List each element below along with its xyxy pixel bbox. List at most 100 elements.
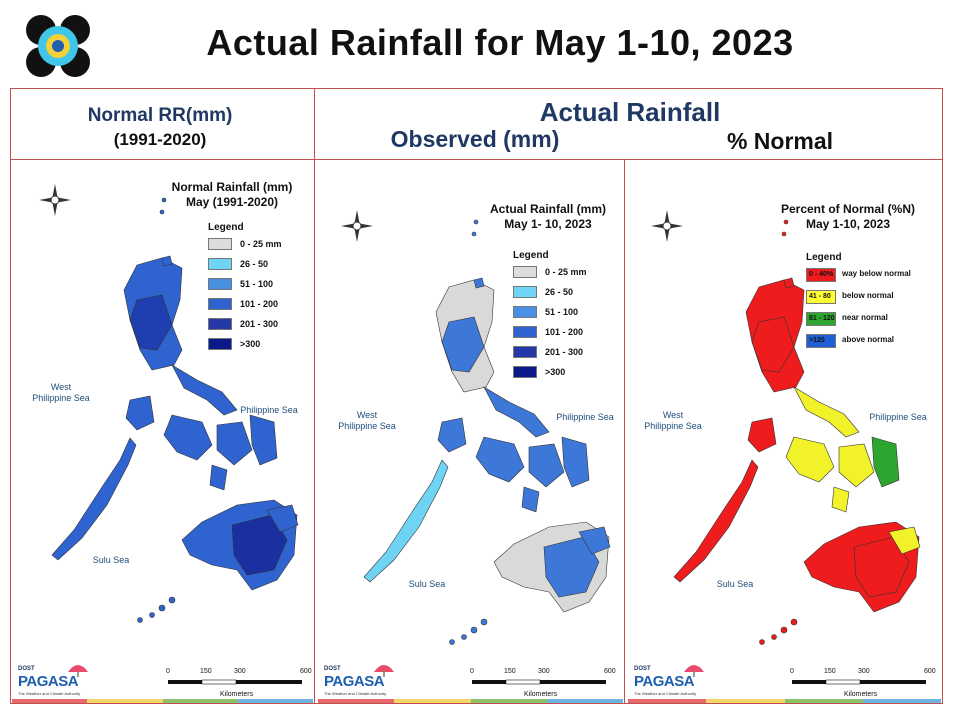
agency-logo <box>24 14 92 78</box>
legend-label: >300 <box>240 339 261 349</box>
pagasa-logo: DOST PAGASA The Weather and Climate Author… <box>632 660 712 700</box>
scale-unit-label: Kilometers <box>220 691 254 698</box>
sea-label-east: Philippine Sea <box>869 412 927 422</box>
legend-label: 101 - 200 <box>240 299 279 309</box>
footer-color-strip <box>546 699 623 703</box>
footer-color-strip <box>470 699 547 703</box>
footer-color-strip <box>318 699 395 703</box>
logo-sub: DOST <box>324 666 341 672</box>
scale-unit-label: Kilometers <box>844 691 878 698</box>
map-panel: Percent of Normal (%N) May 1-10, 2023 Lege… <box>628 160 941 703</box>
logo-sub: DOST <box>18 666 35 672</box>
legend-swatch <box>513 366 537 378</box>
legend-title: Legend <box>208 222 244 233</box>
sea-label-west-line2: Philippine Sea <box>644 421 702 431</box>
logo-tagline: The Weather and Climate Authority <box>18 691 81 696</box>
sea-label-sulu: Sulu Sea <box>716 579 754 589</box>
map-panel: Actual Rainfall (mm) May 1- 10, 2023 Legen… <box>318 160 623 703</box>
sea-label-west-line2: Philippine Sea <box>338 421 396 431</box>
legend-swatch <box>513 346 537 358</box>
legend-label: below normal <box>842 291 894 300</box>
legend-swatch <box>208 238 232 250</box>
legend-label: 26 - 50 <box>545 287 574 297</box>
logo-wordmark: PAGASA <box>634 673 695 690</box>
scale-tick-label: 600 <box>604 668 616 675</box>
legend-swatch: 41 - 80 <box>806 290 836 304</box>
sea-label-west: West Philippine Sea <box>638 410 708 432</box>
legend-label: 0 - 25 mm <box>545 267 587 277</box>
legend-label: 201 - 300 <box>545 347 584 357</box>
panel-frame-percent <box>624 159 943 704</box>
legend-swatch <box>208 298 232 310</box>
sea-label-west-line1: West <box>50 382 72 392</box>
scale-tick-label: 0 <box>790 668 794 675</box>
north-arrow-icon <box>39 184 71 216</box>
normal-rr-label: Normal RR(mm) <box>87 105 233 126</box>
legend-swatch: 0 - 40% <box>806 268 836 282</box>
legend-title: Legend <box>513 250 549 261</box>
scale-tick-label: 0 <box>470 668 474 675</box>
umbrella-icon <box>684 665 704 677</box>
legend-label: way below normal <box>842 269 911 278</box>
sea-label-east: Philippine Sea <box>240 405 298 415</box>
sea-label-west-line1: West <box>662 410 684 420</box>
scale-tick-label: 0 <box>166 668 170 675</box>
legend-range: 0 - 40% <box>809 271 834 278</box>
scale-bar <box>472 679 606 685</box>
sea-label-sulu: Sulu Sea <box>408 579 446 589</box>
normal-period-label: (1991-2020) <box>113 130 207 149</box>
scale-unit-label: Kilometers <box>524 691 558 698</box>
footer-color-strip <box>784 699 863 703</box>
footer-color-strip <box>394 699 471 703</box>
sea-label-east: Philippine Sea <box>556 412 614 422</box>
map-subtitle: May 1- 10, 2023 <box>504 217 592 231</box>
map-title: Normal Rainfall (mm) <box>171 180 293 194</box>
legend-label: 101 - 200 <box>545 327 584 337</box>
sea-label-west: West Philippine Sea <box>332 410 402 432</box>
observed-label: Observed (mm) <box>390 126 560 152</box>
legend-label: >300 <box>545 367 566 377</box>
philippines-map <box>363 219 611 645</box>
footer-color-strip <box>862 699 941 703</box>
pagasa-logo: DOST PAGASA The Weather and Climate Author… <box>16 660 96 700</box>
logo-wordmark: PAGASA <box>18 673 79 690</box>
legend-swatch <box>513 286 537 298</box>
footer-color-strip <box>237 699 313 703</box>
scale-tick-label: 300 <box>538 668 550 675</box>
umbrella-icon <box>68 665 88 677</box>
scale-tick-label: 600 <box>300 668 312 675</box>
logo-tagline: The Weather and Climate Authority <box>324 691 387 696</box>
legend-swatch <box>513 326 537 338</box>
sea-label-west: West Philippine Sea <box>26 382 96 404</box>
map-title: Actual Rainfall (mm) <box>489 202 606 216</box>
legend-label: near normal <box>842 313 888 322</box>
legend-swatch <box>513 266 537 278</box>
scale-bar <box>792 679 926 685</box>
scale-tick-label: 300 <box>858 668 870 675</box>
legend-label: above normal <box>842 335 895 344</box>
north-arrow-icon <box>341 210 373 242</box>
map-subtitle: May 1-10, 2023 <box>805 217 891 231</box>
sea-label-west-line2: Philippine Sea <box>32 393 90 403</box>
philippines-map <box>51 197 299 623</box>
logo-tagline: The Weather and Climate Authority <box>634 691 697 696</box>
umbrella-icon <box>374 665 394 677</box>
actual-rainfall-label: Actual Rainfall <box>539 97 721 127</box>
north-arrow-icon <box>651 210 683 242</box>
footer-color-strip <box>706 699 785 703</box>
legend-label: 51 - 100 <box>240 279 274 289</box>
legend-range: >120 <box>809 337 825 344</box>
logo-sub: DOST <box>634 666 651 672</box>
legend-swatch <box>513 306 537 318</box>
legend-swatch <box>208 338 232 350</box>
scale-tick-label: 150 <box>200 668 212 675</box>
map-panel: Normal Rainfall (mm) May (1991-2020) Legen… <box>12 160 313 703</box>
logo-wordmark: PAGASA <box>324 673 385 690</box>
footer-color-strip <box>628 699 707 703</box>
legend-swatch: 81 - 120 <box>806 312 836 326</box>
footer-color-strip <box>162 699 238 703</box>
legend-swatch <box>208 278 232 290</box>
legend-swatch: >120 <box>806 334 836 348</box>
scale-tick-label: 150 <box>504 668 516 675</box>
legend-label: 0 - 25 mm <box>240 239 282 249</box>
